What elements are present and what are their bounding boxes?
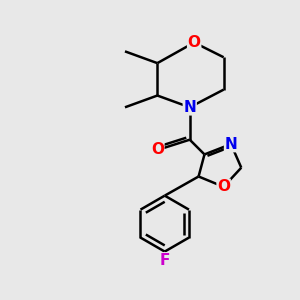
Text: O: O (188, 35, 201, 50)
Text: O: O (217, 179, 230, 194)
Text: N: N (183, 100, 196, 115)
Text: N: N (225, 136, 237, 152)
Text: F: F (160, 253, 170, 268)
Text: O: O (151, 142, 164, 158)
